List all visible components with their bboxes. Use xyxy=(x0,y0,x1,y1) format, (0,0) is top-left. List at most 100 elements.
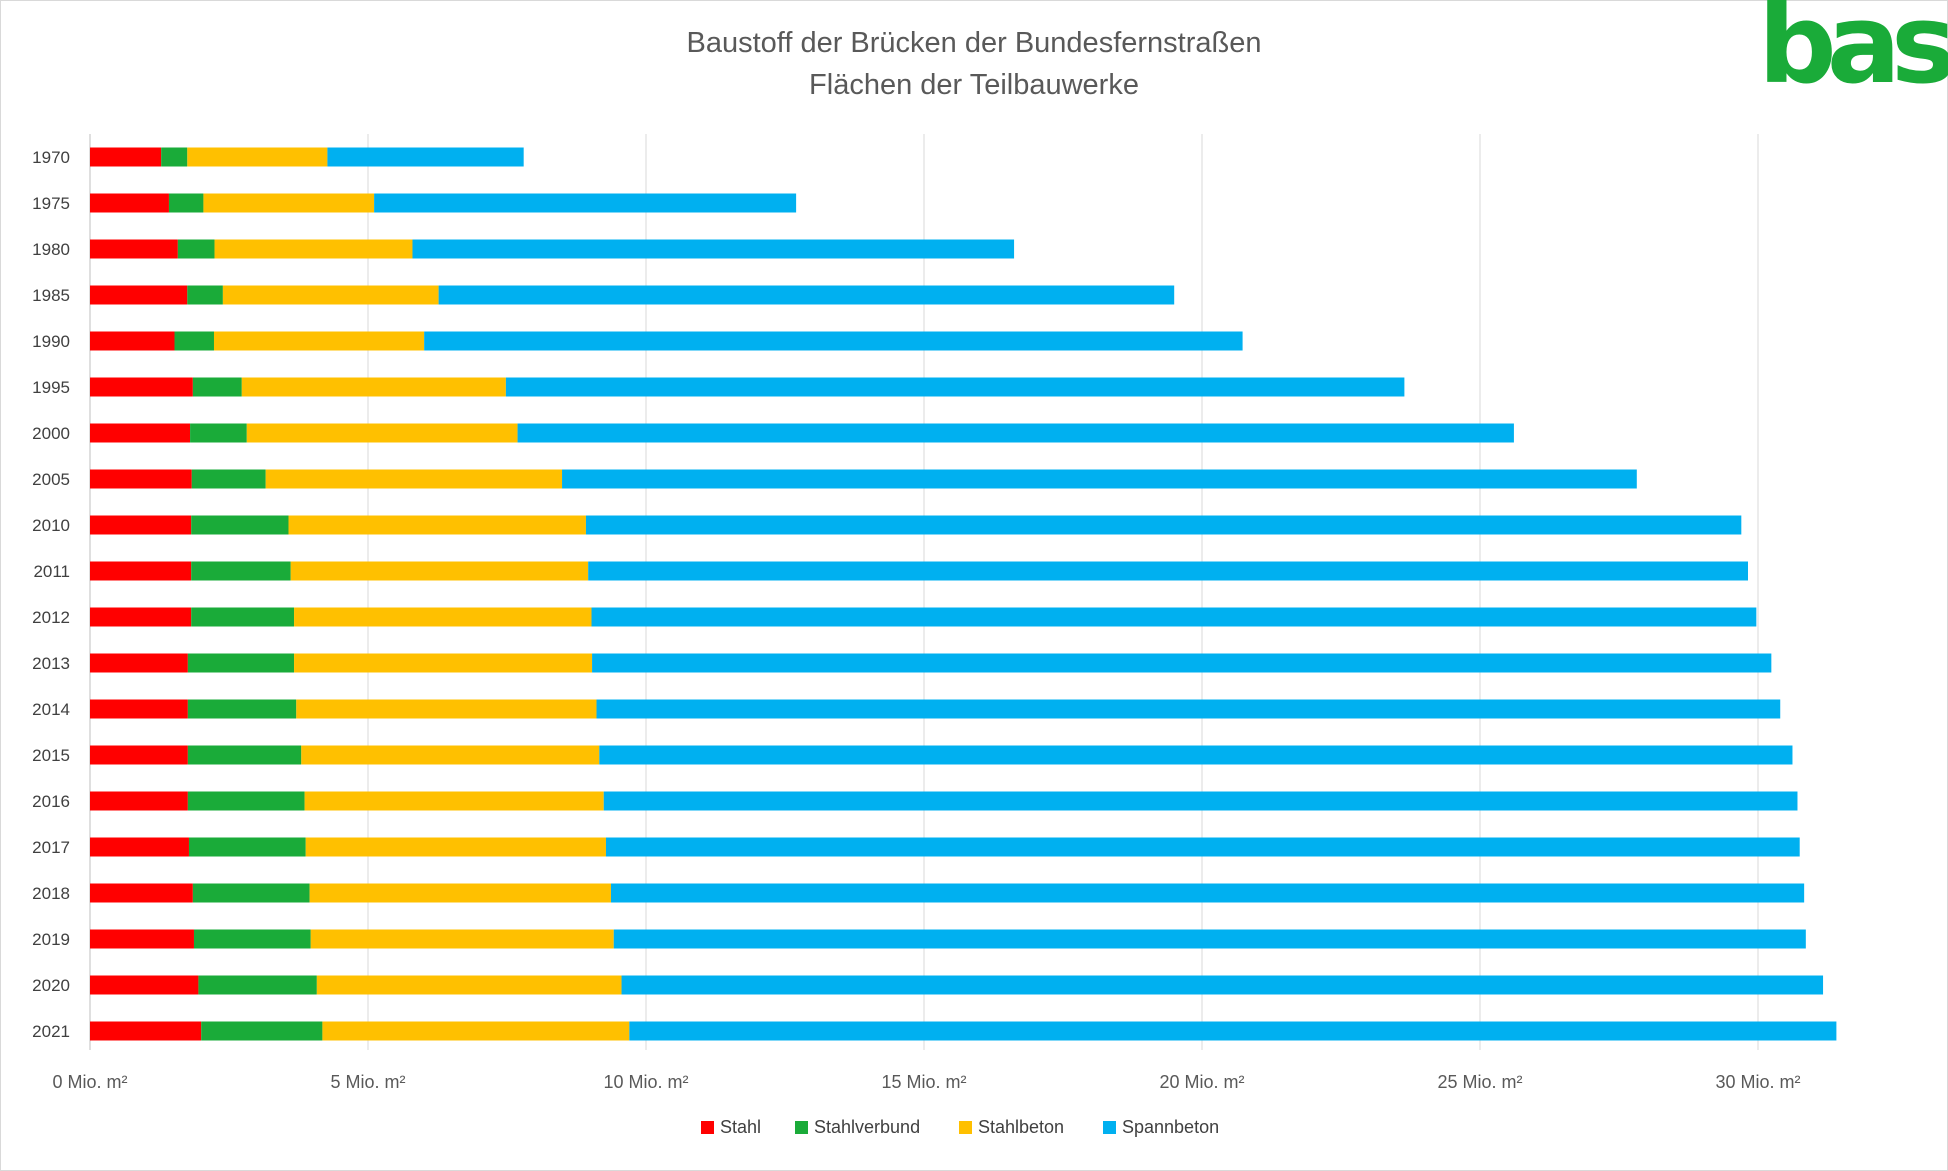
bar-segment-spannbeton-2014 xyxy=(596,699,1781,719)
bar-segment-spannbeton-1970 xyxy=(327,147,524,167)
bar-segment-stahlverbund-1975 xyxy=(168,193,204,213)
y-tick-label: 2012 xyxy=(32,608,70,627)
bar-segment-stahlbeton-2020 xyxy=(316,975,622,995)
x-tick-label: 5 Mio. m² xyxy=(330,1072,405,1092)
y-tick-label: 1970 xyxy=(32,148,70,167)
bar-segment-stahlverbund-2013 xyxy=(187,653,295,673)
bar-segment-stahlverbund-2016 xyxy=(187,791,305,811)
bar-segment-stahlverbund-1980 xyxy=(177,239,215,259)
bar-segment-stahlverbund-2000 xyxy=(190,423,247,443)
bar-segment-stahlverbund-2021 xyxy=(201,1021,323,1041)
bar-segment-stahlverbund-2015 xyxy=(187,745,302,765)
bar-segment-stahlverbund-2010 xyxy=(191,515,289,535)
bar-segment-stahlverbund-1990 xyxy=(174,331,214,351)
bar-segment-spannbeton-2015 xyxy=(599,745,1793,765)
bar-segment-stahl-2010 xyxy=(90,515,192,535)
bar-segment-spannbeton-1980 xyxy=(412,239,1015,259)
bar-segment-stahlbeton-2000 xyxy=(246,423,518,443)
bar-segment-spannbeton-2016 xyxy=(603,791,1798,811)
bar-segment-stahlbeton-2012 xyxy=(294,607,592,627)
bar-segment-stahlbeton-1995 xyxy=(241,377,506,397)
bar-segment-stahlverbund-2014 xyxy=(187,699,297,719)
bar-segment-stahl-2021 xyxy=(90,1021,202,1041)
bar-segment-stahl-2013 xyxy=(90,653,188,673)
bar-segment-stahlverbund-2012 xyxy=(191,607,295,627)
y-axis-tick-labels: 1970 1975 1980 1985 1990 1995 2000 2005 2010 2011… xyxy=(32,148,70,1041)
bar-segment-stahlverbund-1970 xyxy=(161,147,188,167)
legend-item-stahlbeton: Stahlbeton xyxy=(959,1117,1064,1137)
legend-swatch xyxy=(701,1121,714,1134)
y-tick-label: 2016 xyxy=(32,792,70,811)
bar-segment-stahlverbund-2017 xyxy=(188,837,306,857)
x-tick-label: 0 Mio. m² xyxy=(52,1072,127,1092)
bar-segment-stahlverbund-1985 xyxy=(187,285,223,305)
bar-segment-stahlbeton-1990 xyxy=(213,331,425,351)
y-tick-label: 2019 xyxy=(32,930,70,949)
y-tick-label: 2021 xyxy=(32,1022,70,1041)
bar-segment-spannbeton-1985 xyxy=(438,285,1175,305)
legend-label: Stahlbeton xyxy=(978,1117,1064,1137)
bar-segment-stahlbeton-2021 xyxy=(322,1021,630,1041)
bar-segment-stahlbeton-1975 xyxy=(203,193,375,213)
bar-segment-stahlbeton-2010 xyxy=(288,515,586,535)
bar-segment-spannbeton-1990 xyxy=(424,331,1243,351)
x-axis-tick-labels: 0 Mio. m² 5 Mio. m² 10 Mio. m² 15 Mio. m² 20… xyxy=(52,1072,1800,1092)
bar-segment-stahl-2015 xyxy=(90,745,188,765)
bar-segment-stahl-2011 xyxy=(90,561,192,581)
bar-segment-stahl-1970 xyxy=(90,147,162,167)
bar-segment-stahl-2018 xyxy=(90,883,193,903)
y-tick-label: 1995 xyxy=(32,378,70,397)
bar-segment-spannbeton-2010 xyxy=(585,515,1742,535)
y-tick-label: 2015 xyxy=(32,746,70,765)
bar-segment-stahlbeton-2019 xyxy=(310,929,614,949)
y-tick-label: 2011 xyxy=(33,562,70,581)
bar-segment-stahlbeton-2015 xyxy=(301,745,600,765)
y-tick-label: 1980 xyxy=(32,240,70,259)
bar-segment-stahl-2014 xyxy=(90,699,188,719)
legend-item-stahlverbund: Stahlverbund xyxy=(795,1117,920,1137)
bar-segment-stahlbeton-2011 xyxy=(290,561,589,581)
bar-segment-stahl-2017 xyxy=(90,837,189,857)
legend: Stahl Stahlverbund Stahlbeton Spannbeton xyxy=(701,1117,1219,1137)
bar-segment-stahl-2019 xyxy=(90,929,194,949)
y-tick-label: 2017 xyxy=(32,838,70,857)
bar-segment-stahlverbund-2011 xyxy=(191,561,291,581)
bast-logo: bast xyxy=(1758,0,1948,108)
legend-label: Stahlverbund xyxy=(814,1117,920,1137)
bar-segment-spannbeton-2017 xyxy=(605,837,1800,857)
chart-subtitle: Flächen der Teilbauwerke xyxy=(809,69,1139,101)
bar-segment-spannbeton-1995 xyxy=(505,377,1405,397)
y-tick-label: 2013 xyxy=(32,654,70,673)
bar-segment-stahl-2016 xyxy=(90,791,188,811)
legend-item-stahl: Stahl xyxy=(701,1117,761,1137)
bar-segment-stahlverbund-2019 xyxy=(193,929,311,949)
x-tick-label: 25 Mio. m² xyxy=(1437,1072,1522,1092)
y-tick-label: 1990 xyxy=(32,332,70,351)
legend-swatch xyxy=(795,1121,808,1134)
bar-segment-stahl-1990 xyxy=(90,331,175,351)
bar-segment-stahl-1995 xyxy=(90,377,193,397)
y-tick-label: 2000 xyxy=(32,424,70,443)
bar-segment-spannbeton-2013 xyxy=(592,653,1772,673)
y-tick-label: 2010 xyxy=(32,516,70,535)
bar-segment-stahl-1975 xyxy=(90,193,169,213)
y-tick-label: 2018 xyxy=(32,884,70,903)
bar-segment-stahlbeton-1985 xyxy=(222,285,439,305)
legend-swatch xyxy=(959,1121,972,1134)
bar-segment-stahl-2000 xyxy=(90,423,191,443)
chart-title: Baustoff der Brücken der Bundesfernstraß… xyxy=(687,27,1262,59)
grid-lines xyxy=(89,134,1759,1050)
y-tick-label: 1975 xyxy=(32,194,70,213)
bar-segment-stahlbeton-2014 xyxy=(296,699,597,719)
x-tick-label: 15 Mio. m² xyxy=(881,1072,966,1092)
bar-segment-spannbeton-2011 xyxy=(588,561,1748,581)
y-tick-label: 1985 xyxy=(32,286,70,305)
bar-segment-stahl-2005 xyxy=(90,469,192,489)
x-tick-label: 20 Mio. m² xyxy=(1159,1072,1244,1092)
bar-segment-stahlbeton-2018 xyxy=(309,883,611,903)
bars xyxy=(90,147,1837,1041)
legend-item-spannbeton: Spannbeton xyxy=(1103,1117,1219,1137)
y-tick-label: 2014 xyxy=(32,700,70,719)
legend-swatch xyxy=(1103,1121,1116,1134)
